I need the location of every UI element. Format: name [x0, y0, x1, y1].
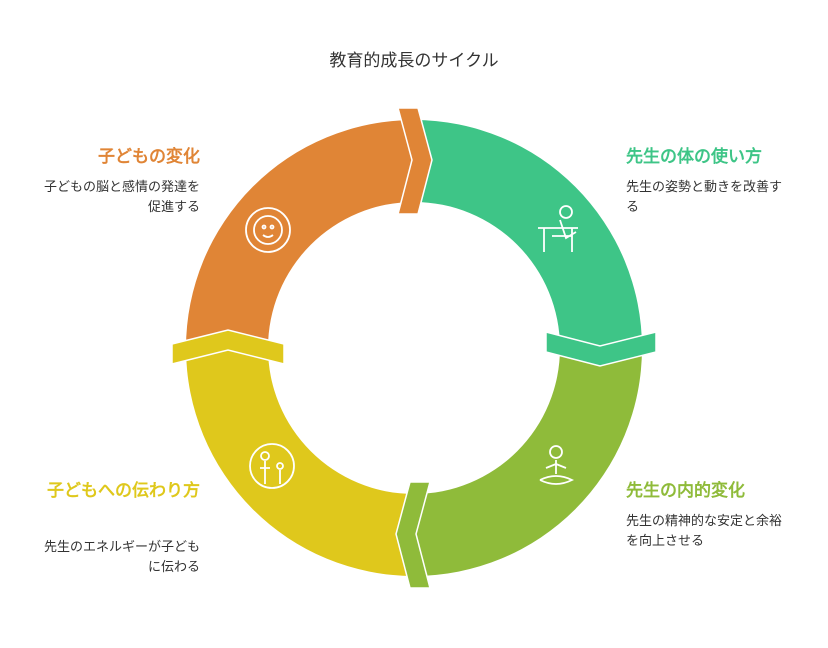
stage-title: 子どもへの伝わり方	[47, 481, 200, 501]
stage-description: 先生の精神的な安定と余裕を向上させる	[626, 514, 783, 549]
stage-description: 先生の姿勢と動きを改善する	[626, 180, 783, 215]
stage-title: 子どもの変化	[98, 147, 200, 167]
stage-description: 子どもの脳と感情の発達を促進する	[43, 180, 200, 215]
connector-orange	[397, 107, 433, 215]
stage-title: 先生の内的変化	[626, 481, 745, 501]
connector-olive	[395, 481, 431, 589]
diagram-title: 教育的成長のサイクル	[329, 51, 499, 71]
stage-description: 先生のエネルギーが子どもに伝わる	[43, 540, 200, 575]
icon-posture	[538, 205, 578, 252]
segment-olive	[414, 348, 642, 576]
segment-orange	[186, 120, 414, 348]
icon-parent-child	[249, 443, 295, 489]
icon-brain	[245, 207, 291, 253]
connector-green	[545, 331, 657, 367]
segment-yellow	[186, 348, 414, 576]
segment-green	[414, 120, 642, 348]
stage-title: 先生の体の使い方	[626, 147, 762, 167]
icon-meditation	[539, 445, 575, 485]
connector-yellow	[171, 329, 285, 365]
